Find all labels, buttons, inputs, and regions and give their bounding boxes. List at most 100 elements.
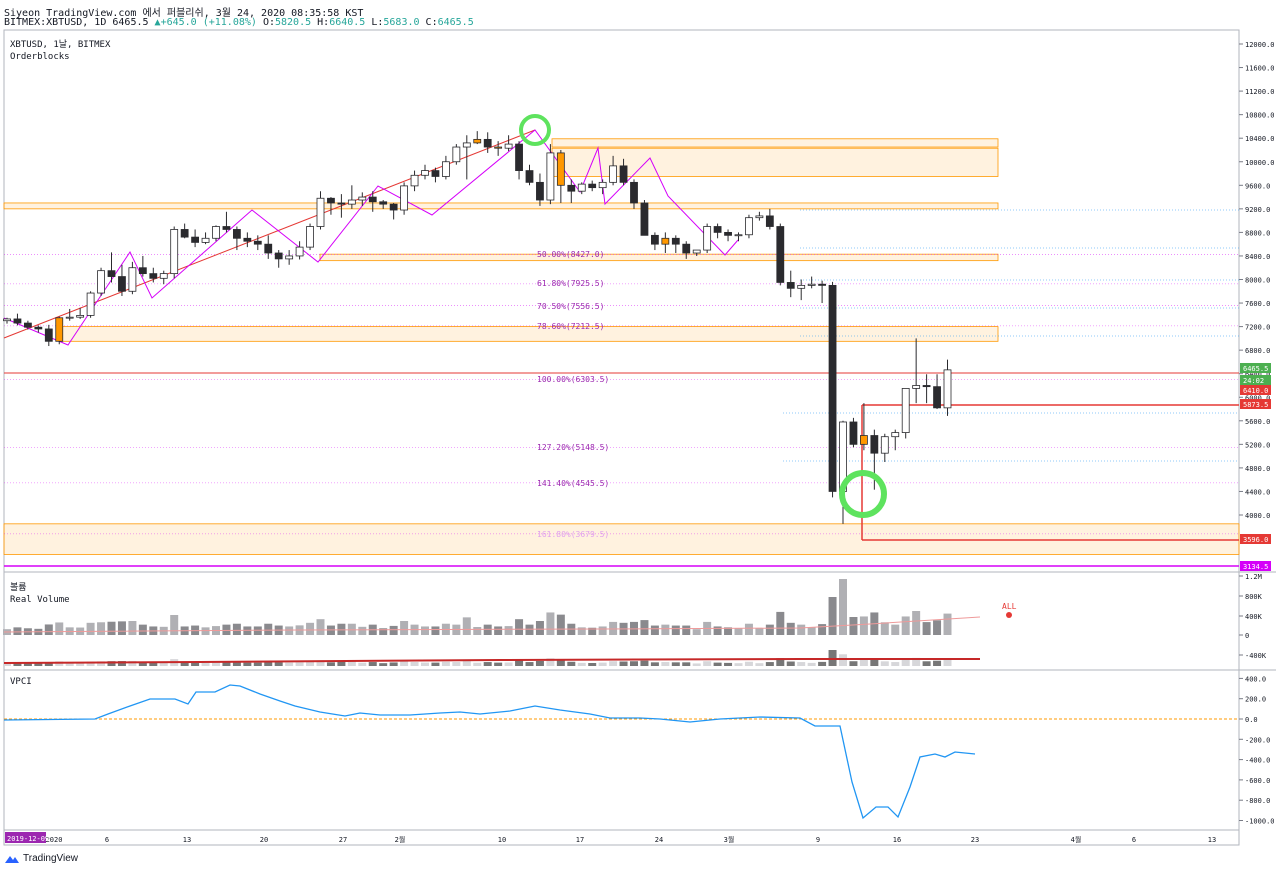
volume-delta-bar: [744, 661, 753, 666]
vpci-tick-label: -200.0: [1245, 736, 1270, 744]
fib-level-label: 78.60%(7212.5): [537, 322, 604, 331]
bottom-highlight-circle: [839, 470, 887, 518]
volume-delta-bar: [870, 658, 879, 666]
volume-delta-bar: [222, 662, 231, 666]
price-tick-label: 10400.0: [1245, 135, 1275, 143]
volume-bar: [379, 628, 388, 635]
candle-body: [546, 152, 555, 201]
candle-body: [222, 226, 231, 230]
orderblock-zone: [3, 202, 999, 210]
price-tags: 6465.5 24:02 6410.0 5873.5 3596.0 3134.5: [1240, 363, 1271, 571]
volume-delta-bar: [640, 660, 649, 666]
volume-delta-bar: [379, 663, 388, 666]
candle-body: [494, 146, 503, 149]
price-tag-bg: [1240, 375, 1271, 385]
volume-bar: [692, 629, 701, 635]
volume-bar: [891, 624, 900, 635]
orderblock-zone: [59, 326, 999, 342]
horizontal-lines-layer: [4, 372, 1239, 567]
volume-delta-bar: [661, 662, 670, 666]
candle-body: [577, 183, 586, 192]
time-tick-label: 23: [971, 836, 979, 844]
volume-bar: [880, 622, 889, 635]
candle-body: [118, 276, 126, 292]
candle-body: [368, 196, 377, 203]
time-tick-label: 20: [260, 836, 268, 844]
candle-body: [651, 234, 659, 245]
candle-body: [431, 170, 440, 177]
volume-delta-bar: [201, 662, 210, 666]
candle-body: [598, 181, 607, 189]
volume-bar: [901, 616, 910, 635]
brand-label: TradingView: [23, 853, 79, 864]
volume-bar: [232, 623, 241, 635]
candle-body: [441, 161, 450, 177]
candle-body: [232, 229, 241, 239]
volume-bar: [797, 624, 806, 635]
candle-body: [515, 143, 523, 171]
time-tick-label: 2020: [46, 836, 63, 844]
volume-bar: [859, 616, 868, 635]
price-tick-label: 5600.0: [1245, 418, 1270, 426]
volume-delta-bar: [703, 661, 712, 666]
candle-body: [159, 273, 168, 279]
time-tick-label: 6: [1132, 836, 1136, 844]
volume-delta-bar: [713, 662, 722, 666]
vpci-pane-title: VPCI: [10, 677, 32, 687]
candles-layer: [3, 131, 952, 524]
price-tag: 6410.0: [1243, 387, 1268, 395]
volume-delta-bar: [326, 662, 335, 666]
high-label: H:: [317, 17, 330, 28]
tradingview-logo[interactable]: TradingView: [4, 853, 78, 864]
volume-delta-bar: [650, 662, 659, 666]
volume-delta-bar: [23, 663, 32, 666]
volume-bar: [933, 620, 942, 635]
volume-bar: [473, 627, 482, 635]
volume-bar: [839, 579, 847, 635]
volume-bar: [117, 621, 126, 635]
fib-level-label: 70.50%(7556.5): [537, 302, 604, 311]
vpci-layer: 400.0 200.0 0.0 -200.0 -400.0 -600.0 -800.0 -10…: [3, 675, 1275, 826]
volume-bar: [494, 626, 503, 635]
volume-delta-bar: [441, 661, 450, 666]
volume-bar: [849, 617, 858, 635]
volume-layer: 1.2M 800K 400K 0 -400K: [3, 573, 1267, 666]
vpci-tick-label: 400.0: [1245, 675, 1266, 683]
price-tag-bg: [1240, 385, 1271, 395]
volume-delta-bar: [3, 663, 11, 666]
candle-body: [786, 282, 795, 289]
volume-delta-bar: [264, 661, 273, 666]
price-tick-label: 8800.0: [1245, 229, 1270, 237]
volume-bar: [713, 626, 722, 635]
time-tick-label: 17: [576, 836, 584, 844]
vpci-tick-label: -1000.0: [1245, 818, 1275, 826]
volume-delta-bar: [421, 662, 429, 666]
volume-bar: [358, 626, 367, 635]
volume-delta-bar: [212, 662, 220, 666]
candle-body: [55, 317, 64, 342]
time-tick-label: 4월: [1071, 835, 1082, 844]
volume-tick-label: 800K: [1245, 593, 1263, 601]
time-axis[interactable]: 6 13 20 27 2월 10 17 24 3월 9 16 23 4월 6 13 2020: [46, 835, 1217, 844]
candle-body: [347, 199, 356, 205]
volume-delta-bar: [682, 662, 691, 666]
volume-all-label: ALL: [1002, 602, 1017, 611]
price-tick-label: 4400.0: [1245, 488, 1270, 496]
volume-bar: [671, 625, 680, 635]
volume-bar: [316, 619, 325, 635]
price-tick-label: 8000.0: [1245, 277, 1270, 285]
orderblocks-indicator-title: Orderblocks: [10, 52, 70, 62]
candle-body: [630, 181, 638, 204]
time-tick-label: 24: [655, 836, 663, 844]
time-tick-label: 13: [183, 836, 191, 844]
volume-bar: [786, 622, 795, 635]
candle-body: [473, 138, 482, 144]
price-axis[interactable]: 12000.0 11600.0 11200.0 10800.0 10400.0 10000…: [1239, 41, 1275, 520]
candle-body: [797, 284, 806, 289]
volume-bar: [765, 624, 774, 635]
close-label: C:: [425, 17, 438, 28]
price-tag: 3596.0: [1243, 536, 1268, 544]
candle-body: [285, 255, 294, 260]
candle-body: [3, 318, 11, 322]
